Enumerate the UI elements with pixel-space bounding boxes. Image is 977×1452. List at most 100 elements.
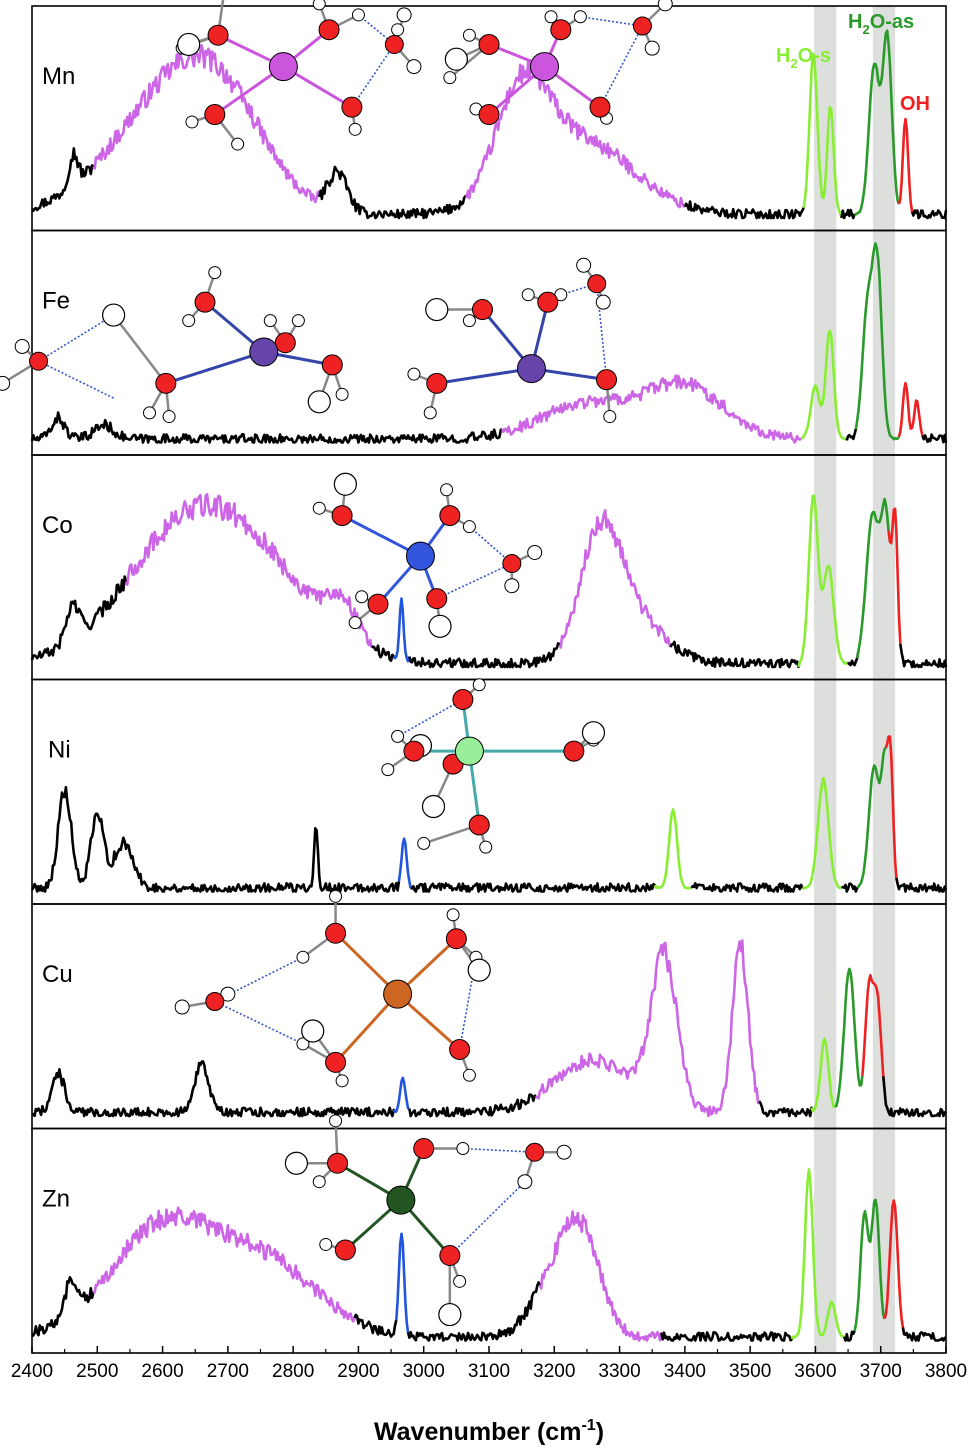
hydrogen-bond xyxy=(214,956,304,1003)
spectrum-cu-segment-4 xyxy=(758,1100,815,1118)
spectrum-zn-segment-0 xyxy=(30,1276,96,1337)
oxygen-atom xyxy=(426,588,448,610)
spectrum-co-segment-8 xyxy=(847,650,860,667)
spectrum-co-segment-9 xyxy=(855,497,890,659)
oxygen-atom xyxy=(207,24,229,46)
hydrogen-atom xyxy=(351,8,365,22)
hydrogen-bond xyxy=(214,1000,304,1045)
oxygen-atom xyxy=(331,505,353,527)
x-axis: 2400 2500 2600 2700 2800 2900 3000 3100 3200 3300… xyxy=(11,1346,967,1382)
hydrogen-bond xyxy=(436,562,513,600)
panel-label: Cu xyxy=(42,961,73,988)
spectra-panels: Mn Fe Co Ni Cu Zn xyxy=(0,0,948,1354)
oxygen-atom xyxy=(367,593,389,615)
x-tick-label: 3000 xyxy=(403,1361,445,1382)
spectrum-zn-segment-5 xyxy=(538,1210,664,1342)
panel-fe: Fe xyxy=(0,229,948,456)
hydrogen-atom xyxy=(208,266,222,280)
x-tick-label: 3100 xyxy=(468,1361,510,1382)
hydrogen-atom xyxy=(479,840,493,854)
hydrogen-atom-front xyxy=(301,1019,325,1043)
spectrum-ni-segment-9 xyxy=(895,877,948,893)
hydrogen-atom xyxy=(355,590,369,604)
hydrogen-atom xyxy=(576,257,592,273)
hydrogen-atom xyxy=(657,0,673,12)
spectrum-ni-segment-7 xyxy=(856,746,887,889)
hydrogen-atom xyxy=(504,578,520,594)
spectrum-mn-segment-7 xyxy=(854,29,901,216)
panel-frame xyxy=(31,1127,947,1354)
x-axis-label: Wavenumber (cm-1) xyxy=(374,1417,604,1446)
metal-atom xyxy=(383,979,413,1009)
hydrogen-atom xyxy=(573,10,587,24)
spectrum-cu-segment-8 xyxy=(882,1076,947,1118)
spectrum-mn-segment-6 xyxy=(840,208,856,220)
panel-frame xyxy=(31,678,947,905)
spectrum-zn-segment-3 xyxy=(395,1232,410,1333)
hydrogen-atom xyxy=(329,889,343,903)
spectrum-co-segment-6 xyxy=(669,640,802,669)
spectrum-ni-segment-1 xyxy=(397,837,412,889)
oxygen-atom xyxy=(334,1239,356,1261)
hydrogen-bond xyxy=(599,25,644,108)
metal-atom xyxy=(529,52,559,82)
hydrogen-atom xyxy=(0,375,11,391)
spectrum-mn-segment-2 xyxy=(318,165,468,220)
metal-atom xyxy=(516,354,546,384)
panel-ni: Ni xyxy=(30,678,948,905)
metal-oxygen-bond xyxy=(165,350,265,385)
label-h2o-s: H2O-s xyxy=(776,45,831,71)
spectrum-zn-segment-1 xyxy=(92,1206,357,1323)
x-tick-label: 2800 xyxy=(272,1361,314,1382)
x-tick-label: 2400 xyxy=(11,1361,53,1382)
molecule-fe-1 xyxy=(407,257,618,424)
spectrum-zn-segment-8 xyxy=(842,1330,856,1342)
panel-frame xyxy=(31,903,947,1130)
oxygen-atom xyxy=(478,33,500,55)
spectrum-mn-segment-1 xyxy=(92,44,321,204)
hydrogen-atom xyxy=(312,1175,326,1189)
hydrogen-atom xyxy=(182,314,196,328)
molecule-co-0 xyxy=(312,472,543,638)
spectrum-mn-segment-3 xyxy=(465,59,686,209)
x-tick-label: 3300 xyxy=(598,1361,640,1382)
oxygen-atom xyxy=(563,740,585,762)
hydrogen-atom xyxy=(446,908,460,922)
metal-atom xyxy=(268,52,298,82)
oxygen-atom xyxy=(318,19,340,41)
hydrogen-atom xyxy=(391,23,405,37)
hydrogen-atom-front xyxy=(284,1151,309,1175)
molecule-mn-0 xyxy=(175,0,422,151)
spectrum-zn-segment-11 xyxy=(901,1327,947,1342)
x-tick-label: 2900 xyxy=(337,1361,379,1382)
spectrum-cu-segment-3 xyxy=(535,939,762,1118)
metal-atom xyxy=(386,1185,416,1215)
hydrogen-atom xyxy=(462,314,476,328)
spectrum-co-segment-11 xyxy=(899,643,948,669)
spectrum-ni-segment-0 xyxy=(30,785,401,893)
hydrogen-bond xyxy=(397,698,464,738)
oxygen-atom xyxy=(194,291,216,313)
spectrum-fe-segment-0 xyxy=(30,411,503,444)
hydrogen-bond xyxy=(38,360,114,399)
panel-cu: Cu xyxy=(31,889,947,1130)
hydrogen-atom xyxy=(406,59,422,75)
hydrogen-bond xyxy=(38,314,115,362)
hydrogen-atom xyxy=(381,763,395,777)
spectrum-fe-segment-2 xyxy=(800,329,848,442)
oxygen-atom-second-shell xyxy=(29,351,49,371)
hydrogen-atom xyxy=(517,1174,533,1190)
oxygen-atom xyxy=(321,354,343,376)
spectrum-ni-segment-2 xyxy=(410,882,658,893)
hydrogen-atom xyxy=(348,122,362,136)
panel-zn: Zn xyxy=(30,1114,947,1354)
hydrogen-atom xyxy=(521,288,535,302)
hydrogen-atom-front xyxy=(177,32,201,57)
oxygen-atom-second-shell xyxy=(205,991,225,1011)
molecule-fe-0 xyxy=(0,266,349,424)
oxygen-atom xyxy=(550,19,572,41)
hydrogen-atom-front xyxy=(102,303,126,327)
x-tick-label: 2500 xyxy=(76,1361,118,1382)
spectrum-cu-segment-0 xyxy=(31,1060,397,1118)
